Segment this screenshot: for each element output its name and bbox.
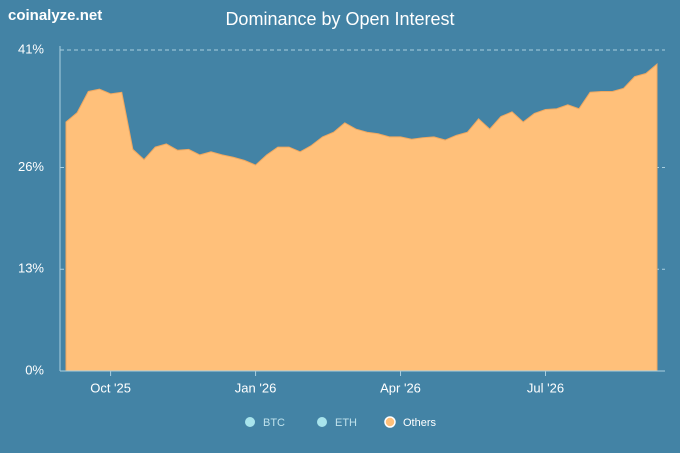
legend-marker[interactable] [384,416,396,428]
area [65,63,658,372]
legend-marker[interactable] [317,417,327,427]
y-tick-label: 0% [25,362,44,377]
x-tick-label: Jan '26 [235,380,277,395]
y-tick-label: 13% [18,261,44,276]
legend-marker[interactable] [245,417,255,427]
x-tick-label: Apr '26 [380,380,421,395]
legend-label[interactable]: Others [403,417,437,429]
legend-label[interactable]: BTC [263,417,285,429]
x-tick-label: Jul '26 [527,380,564,395]
y-tick-label: 26% [18,159,44,174]
chart-title: Dominance by Open Interest [225,9,454,29]
y-tick-label: 41% [18,41,44,56]
x-tick-label: Oct '25 [90,380,131,395]
watermark: coinalyze.net [8,7,102,24]
legend-label[interactable]: ETH [335,417,357,429]
